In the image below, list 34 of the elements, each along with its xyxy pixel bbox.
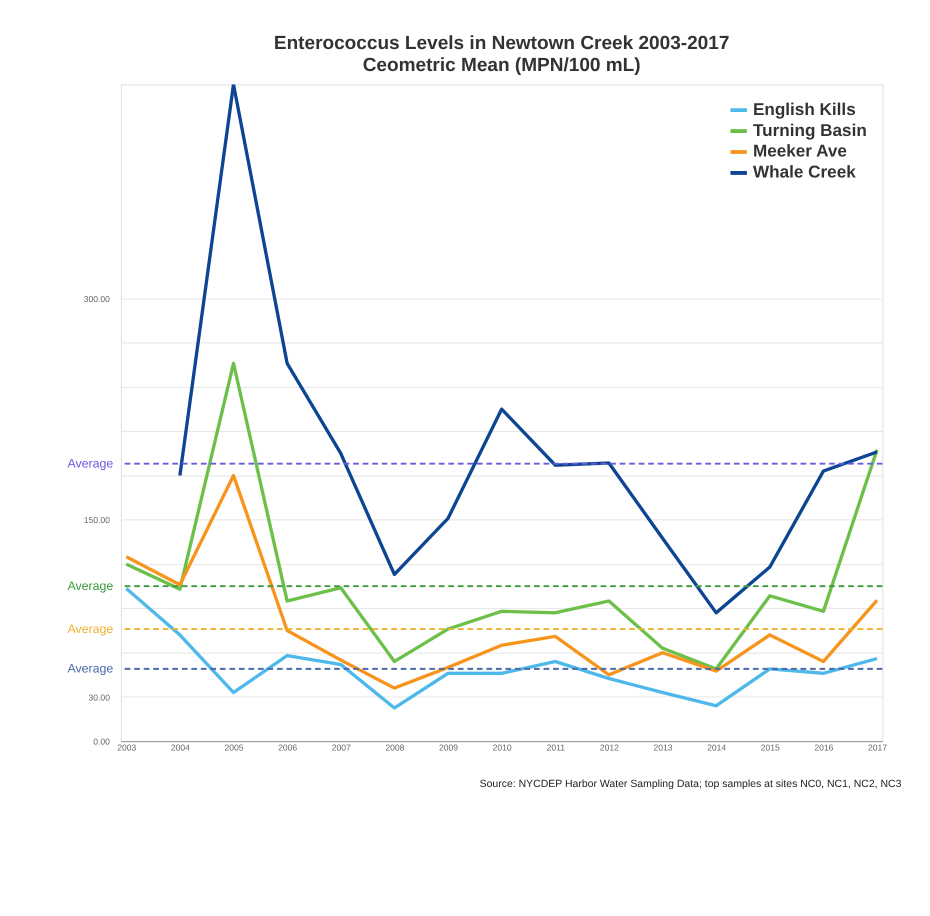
chart-subtitle: Ceometric Mean (MPN/100 mL) — [362, 55, 641, 76]
x-tick-label: 2004 — [170, 742, 190, 752]
y-tick-label: 150.00 — [84, 515, 110, 526]
y-tick-label: 300.00 — [84, 294, 110, 304]
x-tick-label: 2005 — [224, 742, 244, 752]
x-tick-label: 2013 — [654, 742, 673, 752]
ref-line-label: Average — [67, 456, 114, 471]
legend-label: English Kills — [752, 98, 856, 119]
ref-line-label: Average — [67, 662, 114, 676]
ref-line-label: Average — [67, 622, 114, 636]
x-tick-label: 2015 — [760, 742, 780, 752]
chart-title: Enterococcus Levels in Newtown Creek 2003-2017 — [274, 33, 730, 54]
x-tick-label: 2014 — [707, 742, 726, 752]
x-tick-label: 2011 — [546, 742, 566, 752]
ref-line-label: Average — [67, 579, 114, 594]
legend-label: Whale Creek — [752, 162, 856, 182]
line-series — [124, 362, 879, 671]
x-tick-label: 2017 — [868, 742, 888, 752]
x-tick-label: 2003 — [117, 742, 136, 752]
legend-label: Meeker Ave — [752, 140, 847, 161]
line-series — [178, 84, 879, 614]
x-tick-label: 2012 — [600, 742, 620, 752]
y-tick-label: 30.00 — [88, 692, 110, 702]
x-tick-label: 2009 — [438, 742, 458, 752]
source-note: Source: NYCDEP Harbor Water Sampling Data; top samples at sites NC0, NC1, NC2, NC3 — [480, 778, 902, 790]
x-tick-label: 2016 — [814, 742, 834, 752]
x-tick-label: 2008 — [385, 742, 405, 752]
y-tick-label: 0.00 — [93, 736, 110, 747]
x-tick-label: 2007 — [332, 742, 351, 752]
legend-label: Turning Basin — [752, 120, 867, 140]
line-series — [124, 474, 879, 690]
x-tick-label: 2010 — [492, 742, 512, 752]
line-series — [124, 586, 879, 710]
x-tick-label: 2006 — [278, 742, 298, 752]
